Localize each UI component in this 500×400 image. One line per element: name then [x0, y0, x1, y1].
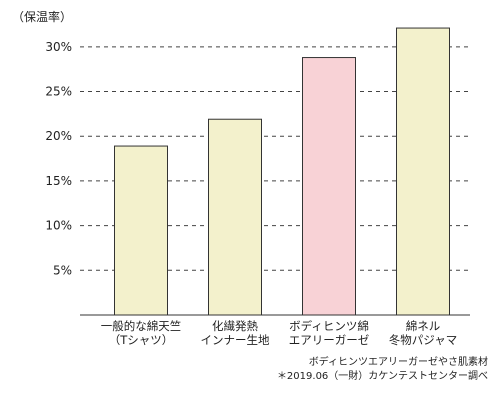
x-category-label: 綿ネル	[406, 319, 441, 333]
source-notes: ボディヒンツエアリーガーゼやさ肌素材 ＊2019.06（一財）カケンテストセンタ…	[277, 355, 488, 382]
y-tick-label: 10%	[45, 219, 72, 233]
y-tick-label: 5%	[53, 263, 72, 277]
bar	[396, 27, 450, 316]
y-tick-labels: 5% 10% 15% 20% 25% 30%	[45, 40, 72, 277]
bars	[114, 27, 450, 316]
x-category-label: インナー生地	[201, 333, 270, 347]
x-category-label: エアリーガーゼ	[289, 333, 370, 347]
y-axis-label: （保温率）	[12, 9, 72, 24]
source-note-line-1: ボディヒンツエアリーガーゼやさ肌素材	[309, 355, 488, 368]
y-tick-label: 15%	[45, 174, 72, 188]
y-tick-label: 30%	[45, 40, 72, 54]
bar	[208, 118, 262, 316]
y-tick-label: 25%	[45, 85, 72, 99]
bar	[302, 57, 356, 316]
bar	[114, 145, 168, 316]
x-category-label: 一般的な綿天竺	[101, 319, 182, 333]
y-tick-label: 20%	[45, 129, 72, 143]
x-category-label: 化繊発熱	[212, 319, 258, 333]
x-category-label: ボディヒンツ綿	[289, 319, 369, 333]
x-category-label: （Tシャツ）	[109, 333, 174, 347]
source-note-line-2: ＊2019.06（一財）カケンテストセンター調べ	[277, 369, 488, 382]
x-category-label: 冬物パジャマ	[389, 333, 457, 347]
